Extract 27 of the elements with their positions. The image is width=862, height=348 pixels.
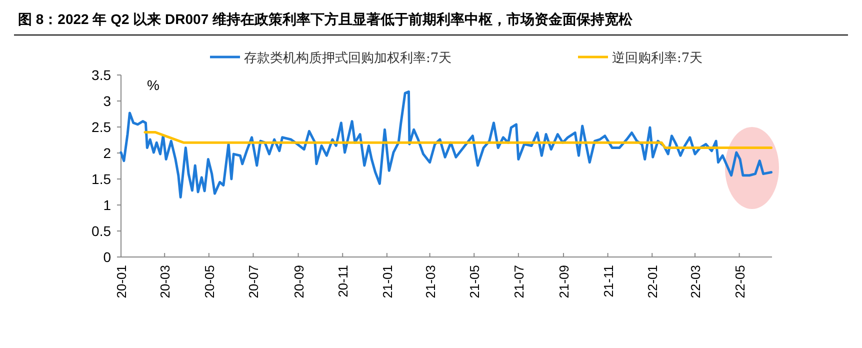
legend-label: 逆回购利率:7天 — [612, 50, 703, 66]
x-tick-label: 21-07 — [511, 265, 526, 298]
x-tick-label: 21-11 — [600, 265, 616, 298]
x-tick-label: 20-03 — [158, 265, 173, 298]
y-axis-title: % — [147, 77, 160, 93]
chart-title: 图 8：2022 年 Q2 以来 DR007 维持在政策利率下方且显著低于前期利率中枢，市场资金面保持宽松 — [18, 11, 634, 27]
x-tick-label: 22-05 — [732, 265, 748, 298]
y-tick-label: 2 — [103, 145, 112, 161]
x-tick-label: 22-03 — [688, 265, 703, 298]
x-tick-label: 20-07 — [246, 265, 262, 298]
y-tick-label: 0 — [103, 249, 112, 265]
y-tick-label: 2.5 — [92, 119, 112, 135]
x-tick-label: 20-11 — [336, 265, 351, 298]
y-tick-label: 3 — [103, 93, 112, 109]
y-tick-label: 1 — [103, 197, 112, 213]
y-tick-label: 3.5 — [92, 67, 112, 83]
x-tick-label: 20-01 — [114, 265, 129, 298]
x-tick-label: 21-05 — [467, 265, 482, 298]
y-tick-label: 0.5 — [92, 223, 112, 239]
x-tick-label: 21-09 — [556, 265, 572, 298]
y-tick-label: 1.5 — [92, 171, 112, 187]
x-tick-label: 20-09 — [291, 265, 306, 298]
x-tick-label: 20-05 — [202, 265, 217, 298]
x-tick-label: 22-01 — [645, 265, 660, 298]
legend-label: 存款类机构质押式回购加权利率:7天 — [244, 50, 452, 66]
x-tick-label: 21-03 — [422, 265, 438, 298]
x-tick-label: 21-01 — [380, 265, 395, 298]
